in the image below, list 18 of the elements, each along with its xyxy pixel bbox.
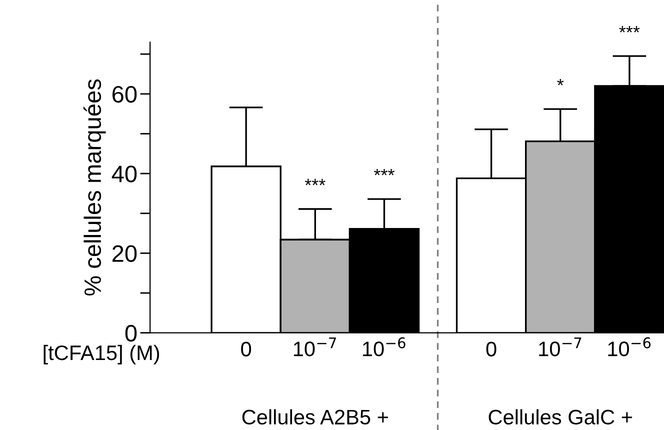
x-tick-label: 10$^{−7}$ xyxy=(294,338,336,356)
data-label: *** xyxy=(304,178,326,186)
data-label: *** xyxy=(374,168,394,176)
y-tick-label: 20 xyxy=(112,245,137,262)
x-tick-label: 0 xyxy=(241,342,252,356)
x-tick-label: 10$^{−6}$ xyxy=(608,337,651,356)
y-tick-label: 0 xyxy=(125,324,137,342)
x-axis-title: [tCFA15] (M) xyxy=(44,344,160,364)
y-tick-label: 60 xyxy=(112,86,137,103)
data-label: * xyxy=(557,78,564,86)
text: Cellules A2B5 + xyxy=(242,409,388,425)
x-tick-label: 10$^{−6}$ xyxy=(363,337,406,356)
x-tick-label: 10$^{−7}$ xyxy=(539,338,582,356)
data-label: *** xyxy=(619,26,640,32)
x-tick-label: 0 xyxy=(486,342,496,356)
text: Cellules GalC + xyxy=(488,409,632,425)
y-tick-label: 40 xyxy=(112,166,137,182)
y-axis-title: % cellules marquées xyxy=(83,79,106,296)
